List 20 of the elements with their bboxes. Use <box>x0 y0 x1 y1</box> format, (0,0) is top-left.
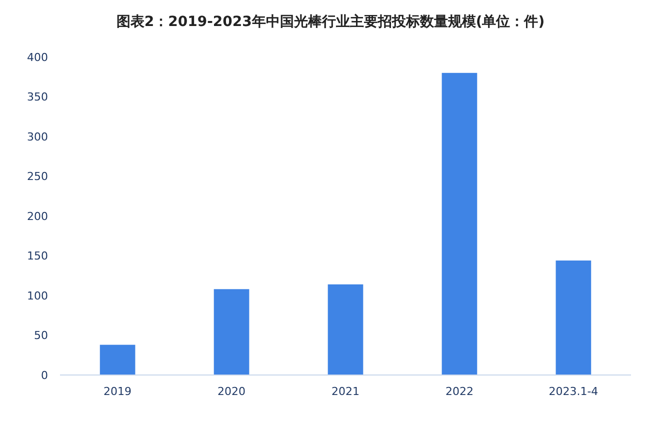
bar <box>214 289 250 375</box>
x-tick-label: 2020 <box>218 385 246 398</box>
y-tick-label: 0 <box>41 368 48 382</box>
y-tick-label: 350 <box>27 90 48 104</box>
y-tick-label: 100 <box>27 289 48 302</box>
x-tick-label: 2021 <box>332 385 360 398</box>
y-tick-label: 150 <box>27 250 48 263</box>
bar <box>556 260 592 375</box>
x-tick-label: 2022 <box>445 385 474 398</box>
y-tick-label: 300 <box>27 130 48 144</box>
x-tick-label: 2019 <box>104 385 132 398</box>
bar <box>100 344 136 375</box>
bar <box>328 284 364 375</box>
bar <box>442 72 478 375</box>
y-tick-label: 200 <box>27 210 48 223</box>
y-tick-label: 250 <box>27 170 48 184</box>
y-tick-label: 50 <box>34 329 48 342</box>
chart-title: 图表2：2019-2023年中国光棒行业主要招投标数量规模(单位：件) <box>116 13 545 30</box>
x-tick-label: 2023.1-4 <box>548 385 598 398</box>
y-tick-label: 400 <box>27 50 48 64</box>
